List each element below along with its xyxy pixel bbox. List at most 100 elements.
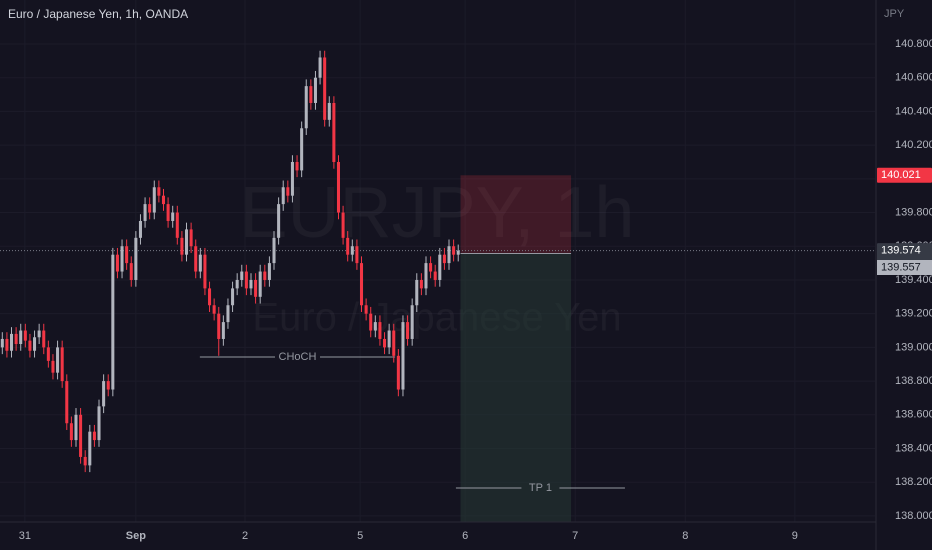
candle-body [138,220,142,238]
candle-body [424,263,428,289]
candle-body [92,431,96,441]
stop-price-tag-bg [877,167,932,183]
candle-body [272,237,276,264]
candle-body [383,338,387,348]
candle-body [115,254,119,272]
candle-body [125,246,129,264]
candle-body [14,333,18,345]
candle-body [106,381,110,390]
candle-body [79,414,83,457]
candle-body [235,279,239,289]
y-tick-label: 138.800 [895,375,932,387]
candle-body [148,204,152,213]
candle-body [69,423,73,441]
y-tick-label: 140.200 [895,139,932,151]
candle-body [323,57,327,120]
candle-body [429,263,433,272]
candle-body [0,338,4,348]
candle-body [152,187,156,213]
candle-body [309,86,313,103]
candle-body [456,250,460,255]
candle-body [28,340,32,351]
candle-body [318,57,322,78]
candle-body [143,204,147,221]
candle-body [189,229,193,247]
candle-body [231,288,235,306]
candle-body [401,322,405,390]
candle-body [56,347,60,373]
candle-body [332,102,336,162]
entry-price-tag: 139.557 [881,261,921,273]
candle-body [369,313,373,331]
candle-body [157,187,161,196]
y-tick-label: 138.400 [895,442,932,454]
candle-body [277,204,281,238]
candle-body [166,204,170,221]
y-tick-label: 138.200 [895,476,932,488]
y-tick-label: 140.600 [895,72,932,84]
candle-body [396,355,400,390]
y-tick-label: 139.200 [895,308,932,320]
target-zone [460,253,572,522]
candle-body [221,322,225,339]
x-tick-label: 5 [357,530,363,542]
candle-body [410,305,414,339]
candle-body [263,271,267,280]
candle-body [387,330,391,348]
candle-body [42,330,46,348]
candle-body [419,279,423,289]
candle-body [37,330,41,338]
candle-body [161,195,166,205]
candle-body [378,322,382,339]
candle-body [175,212,179,238]
y-tick-label: 139.400 [895,274,932,286]
candle-body [290,161,294,196]
candle-body [249,279,253,289]
candle-body [134,237,138,280]
candle-body [281,187,285,205]
annotation-label: CHoCH [279,351,317,363]
candle-body [364,305,368,314]
candle-body [258,271,262,297]
candle-body [203,254,207,289]
candle-body [244,271,248,289]
x-tick-label: Sep [126,530,146,542]
candle-body [171,212,175,221]
candle-body [83,456,87,466]
y-tick-label: 139.000 [895,341,932,353]
candle-body [88,431,92,466]
candle-body [129,263,133,280]
candle-body [286,187,290,196]
y-tick-label: 140.400 [895,105,932,117]
chart-title: Euro / Japanese Yen, 1h, OANDA [8,7,188,21]
x-tick-label: 6 [462,530,468,542]
candle-body [433,271,437,280]
candle-body [198,254,202,272]
candle-body [111,254,115,390]
candle-body [327,102,331,120]
candle-body [300,128,304,171]
candle-body [313,77,317,103]
candle-body [392,330,396,356]
watermark-symbol: EURJPY, 1h [240,173,635,253]
candle-body [217,313,221,339]
candle-body [452,246,456,255]
last-price-tag: 139.574 [881,245,921,257]
x-tick-label: 7 [572,530,578,542]
y-tick-label: 138.600 [895,409,932,421]
candle-body [74,414,78,441]
candle-body [373,322,377,331]
candle-body [304,86,308,129]
y-tick-label: 139.800 [895,206,932,218]
candle-body [295,161,299,171]
candle-body [350,246,354,255]
y-tick-label: 140.800 [895,38,932,50]
candle-body [5,338,9,351]
candle-body [346,237,350,255]
candle-body [226,305,230,323]
candle-body [359,263,364,306]
candle-body [102,381,106,407]
candle-body [51,360,55,373]
